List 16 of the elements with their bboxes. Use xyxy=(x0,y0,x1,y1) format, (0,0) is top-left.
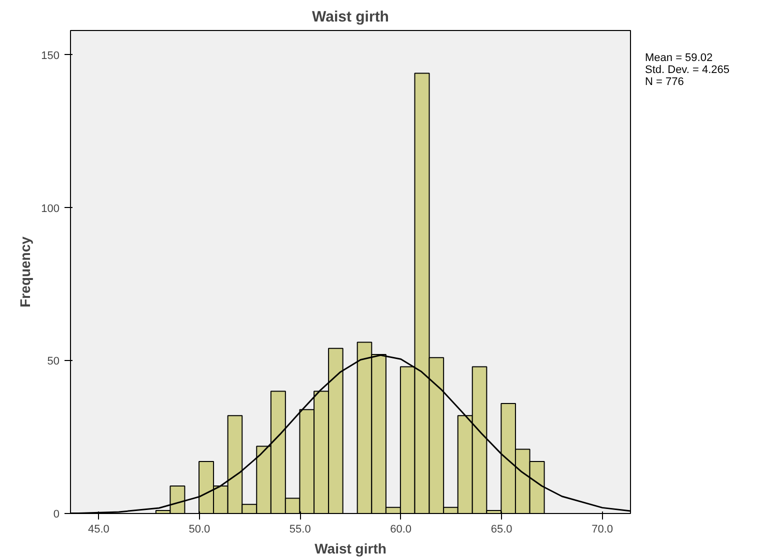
x-axis-title: Waist girth xyxy=(314,540,386,556)
x-tick-label: 60.0 xyxy=(390,524,412,536)
y-tick-label: 50 xyxy=(47,356,60,368)
y-axis-title: Frequency xyxy=(17,236,34,308)
x-tick-label: 65.0 xyxy=(490,524,512,536)
y-tick-label: 100 xyxy=(41,202,60,215)
x-tick-label: 70.0 xyxy=(592,524,614,536)
x-tick-label: 50.0 xyxy=(188,524,210,536)
text: Std. Dev. = 4.265 xyxy=(645,64,730,76)
x-tick-label: 45.0 xyxy=(88,524,110,536)
text: N = 776 xyxy=(645,76,684,88)
chart-title: Waist girth xyxy=(312,8,389,26)
y-tick-label: 150 xyxy=(41,50,60,62)
x-tick-label: 55.0 xyxy=(289,524,311,536)
text: Mean = 59.02 xyxy=(645,52,713,64)
y-tick-label: 0 xyxy=(53,508,60,520)
